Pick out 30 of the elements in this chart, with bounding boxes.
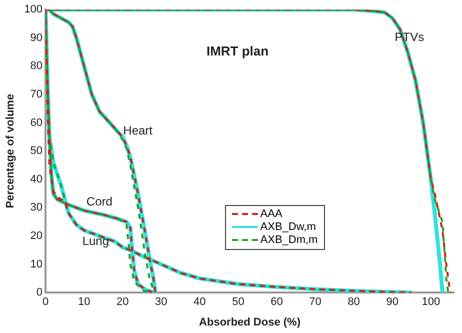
annotation: Heart [123,124,154,138]
x-tick-label: 70 [309,296,322,308]
legend-label: AXB_Dw,m [260,220,316,234]
x-tick-label: 90 [386,296,398,308]
x-tick-label: 80 [348,296,360,308]
legend-label: AXB_Dm,m [260,234,318,247]
y-axis-title: Percentage of volume [4,94,17,208]
y-tick-label: 20 [30,230,43,242]
x-tick-label: 10 [78,296,90,308]
y-tick-label: 40 [30,173,43,186]
text: IMRT plan [206,44,269,59]
y-tick-label: 0 [36,286,43,299]
annotation: Cord [86,194,112,208]
y-tick-label: 80 [30,60,43,72]
y-tick-label: 50 [30,145,43,158]
x-axis-title: Absorbed Dose (%) [199,316,301,328]
x-tick-label: 40 [194,296,206,308]
annotation: Lung [82,234,110,248]
x-tick-label: 20 [116,296,129,308]
y-tick-label: 70 [30,88,43,101]
x-tick-label: 60 [270,296,283,308]
legend-label: AAA [260,208,282,221]
y-tick-label: 100 [24,4,43,16]
y-tick-label: 90 [30,32,43,44]
x-tick-label: 100 [422,296,440,308]
y-tick-label: 60 [30,116,43,129]
x-tick-label: 30 [155,296,168,308]
x-tick-label: 50 [232,296,244,308]
y-tick-label: 10 [30,258,43,270]
y-tick-label: 30 [30,202,43,214]
